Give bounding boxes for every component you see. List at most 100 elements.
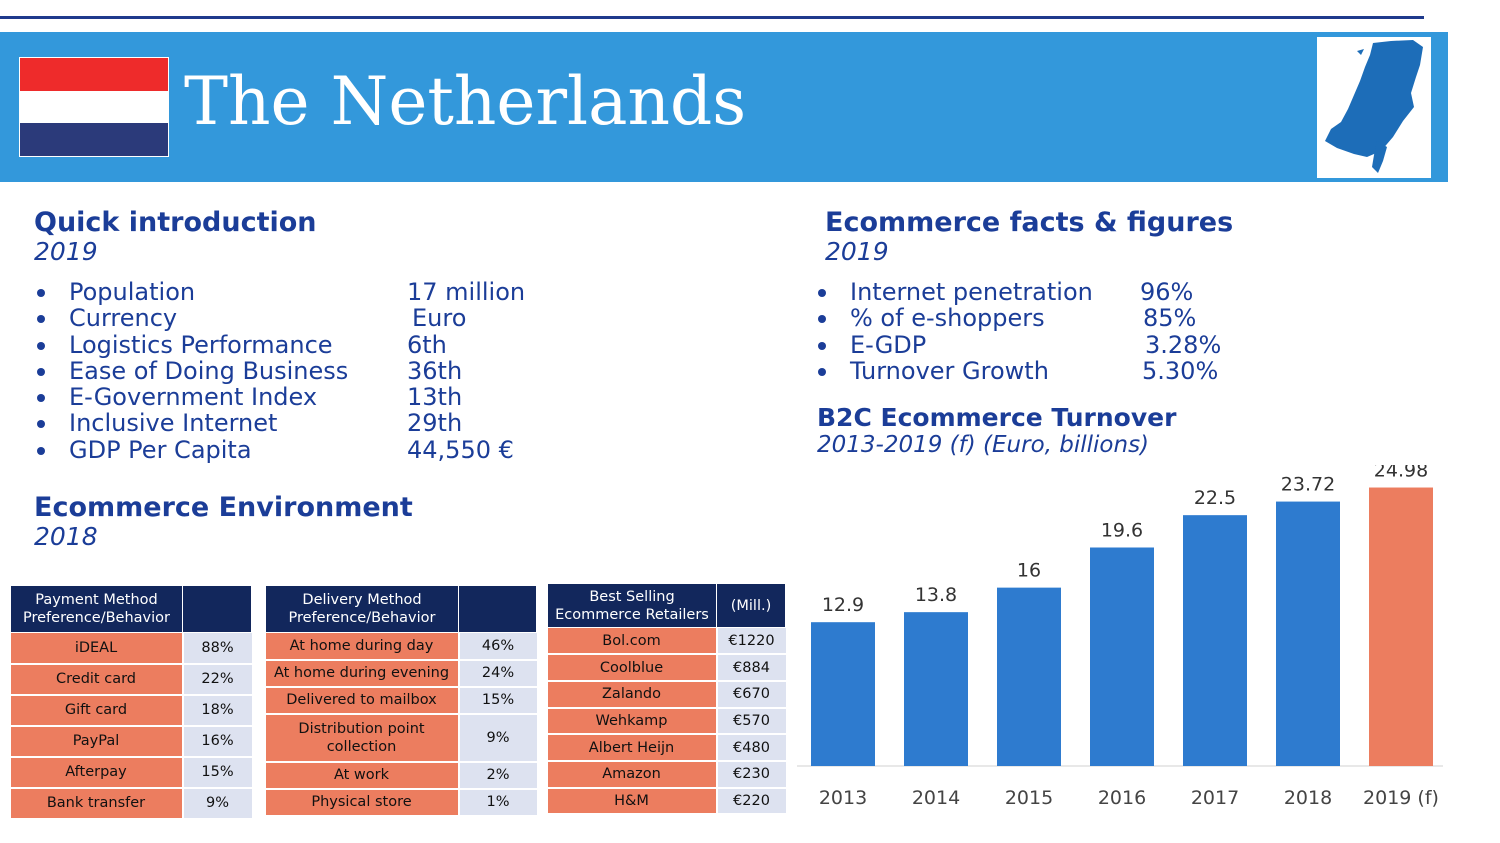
row-value: €884 <box>715 654 786 682</box>
turnover-bar-chart: 12.9 2013 13.8 2014 16 2015 19.6 2016 22.5 2017 23… <box>797 465 1443 809</box>
item-label: GDP Per Capita <box>69 435 252 464</box>
item-value: 3.28% <box>1145 330 1222 359</box>
bar-value-label: 22.5 <box>1194 487 1236 509</box>
bullet-icon <box>37 341 45 350</box>
row-value: 22% <box>181 663 252 696</box>
row-value: €1220 <box>715 627 786 656</box>
item-label: % of e-shoppers <box>850 304 1045 333</box>
bar-2017 <box>1183 515 1247 766</box>
item-value: 36th <box>407 356 463 385</box>
x-tick-label: 2016 <box>1098 787 1146 809</box>
item-value: 85% <box>1143 304 1197 333</box>
payment-method-table: Payment Method Preference/Behavior iDEAL… <box>10 585 252 820</box>
top-rule <box>0 16 1424 19</box>
table-header: Payment Method Preference/Behavior <box>10 585 183 633</box>
item-value: 96% <box>1140 278 1194 306</box>
bullet-icon <box>818 341 826 350</box>
row-label: H&M <box>547 787 717 816</box>
table-row: At home during evening 24% <box>265 659 537 688</box>
bullet-icon <box>37 315 45 324</box>
delivery-method-table: Delivery Method Preference/Behavior At h… <box>265 585 537 817</box>
row-label: Zalando <box>547 680 717 709</box>
item-label: Logistics Performance <box>69 330 333 359</box>
row-label: Delivered to mailbox <box>265 686 459 715</box>
row-label: Wehkamp <box>547 707 717 736</box>
row-label: Amazon <box>547 760 717 789</box>
table-row: Afterpay 15% <box>10 756 252 789</box>
row-label: Bank transfer <box>10 787 183 820</box>
row-label: Bol.com <box>547 627 717 656</box>
x-tick-label: 2017 <box>1191 787 1239 809</box>
row-label: Coolblue <box>547 654 717 682</box>
bullet-icon <box>818 315 826 324</box>
bar-2015 <box>997 587 1061 766</box>
item-label: Internet penetration <box>850 278 1093 306</box>
item-value: 29th <box>407 409 463 438</box>
environment-title: Ecommerce Environment <box>34 492 413 523</box>
table-row: Amazon €230 <box>547 760 786 789</box>
table-row: At work 2% <box>265 761 537 790</box>
item-label: E-GDP <box>850 330 927 359</box>
table-row: Albert Heijn €480 <box>547 734 786 762</box>
table-row: PayPal 16% <box>10 725 252 758</box>
x-tick-label: 2013 <box>819 787 867 809</box>
netherlands-map-icon <box>1317 37 1431 178</box>
row-value: €670 <box>715 680 786 709</box>
netherlands-flag-icon <box>19 57 169 157</box>
row-value: €480 <box>715 734 786 762</box>
row-value: 15% <box>181 756 252 789</box>
item-value: 44,550 € <box>407 435 514 464</box>
table-row: H&M €220 <box>547 787 786 816</box>
table-row: Bank transfer 9% <box>10 787 252 820</box>
table-row: iDEAL 88% <box>10 632 252 665</box>
row-value: 16% <box>181 725 252 758</box>
bar-2019 (f) <box>1369 487 1433 766</box>
bullet-icon <box>37 367 45 376</box>
row-label: Physical store <box>265 788 459 817</box>
row-value: 9% <box>181 787 252 820</box>
table-row: Credit card 22% <box>10 663 252 696</box>
bullet-icon <box>37 420 45 429</box>
bar-value-label: 13.8 <box>915 584 957 606</box>
table-header-value <box>182 585 252 633</box>
item-label: Turnover Growth <box>850 356 1049 385</box>
item-value: Euro <box>412 304 467 333</box>
bar-2016 <box>1090 547 1154 766</box>
bullet-icon <box>818 289 826 297</box>
row-value: €230 <box>715 760 786 789</box>
x-tick-label: 2015 <box>1005 787 1053 809</box>
item-label: Population <box>69 278 196 306</box>
table-row: Wehkamp €570 <box>547 707 786 736</box>
table-header-value: (Mill.) <box>716 583 786 628</box>
turnover-title: B2C Ecommerce Turnover <box>817 403 1177 432</box>
page-title: The Netherlands <box>184 63 747 140</box>
bar-value-label: 24.98 <box>1374 465 1428 482</box>
bullet-icon <box>37 289 45 297</box>
bullet-icon <box>37 394 45 403</box>
header-banner <box>0 32 1448 182</box>
row-value: 1% <box>457 788 537 817</box>
table-row: Physical store 1% <box>265 788 537 817</box>
bar-2013 <box>811 622 875 766</box>
bullet-icon <box>818 367 826 376</box>
ecommerce-facts-year: 2019 <box>825 237 889 266</box>
row-value: 88% <box>181 632 252 665</box>
table-row: Zalando €670 <box>547 680 786 709</box>
item-label: Inclusive Internet <box>69 409 278 438</box>
environment-year: 2018 <box>34 522 98 551</box>
row-label: At home during evening <box>265 659 459 688</box>
table-row: Distribution point collection 9% <box>265 713 537 763</box>
item-value: 13th <box>407 383 463 412</box>
row-label: Credit card <box>10 663 183 696</box>
table-header-value <box>458 585 537 633</box>
row-value: 15% <box>457 686 537 715</box>
row-label: iDEAL <box>10 632 183 665</box>
item-value: 6th <box>407 330 447 359</box>
table-row: At home during day 46% <box>265 632 537 661</box>
row-label: Afterpay <box>10 756 183 789</box>
ecommerce-facts-title: Ecommerce facts & figures <box>825 207 1234 238</box>
bar-value-label: 23.72 <box>1281 474 1335 496</box>
table-row: Delivered to mailbox 15% <box>265 686 537 715</box>
table-row: Bol.com €1220 <box>547 627 786 656</box>
bar-value-label: 19.6 <box>1101 519 1143 541</box>
